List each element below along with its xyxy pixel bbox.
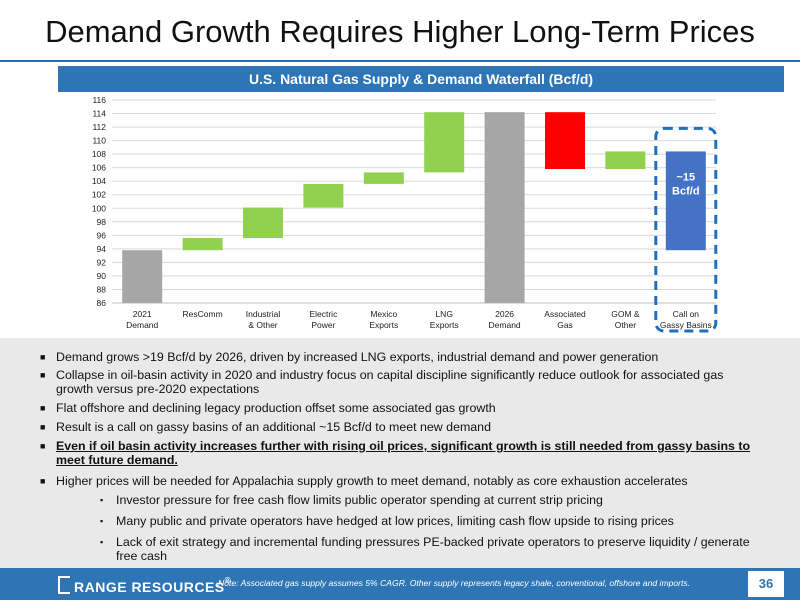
bullet-item: ▪ Many public and private operators have … [100,514,756,528]
bar-3 [303,183,344,208]
bullet-item: ■ Demand grows >19 Bcf/d by 2026, driven … [40,350,756,364]
annotation-text: Bcf/d [672,186,700,198]
y-tick-label: 106 [92,163,106,173]
y-tick-label: 100 [92,203,106,213]
bullet-item: ▪ Investor pressure for free cash flow li… [100,493,756,507]
x-category-label: Electric [309,309,338,319]
x-category-label: Demand [489,320,521,330]
bullet-marker-icon: ■ [40,422,46,432]
y-tick-label: 86 [97,298,107,308]
y-tick-label: 110 [92,136,106,146]
x-category-label: 2021 [133,309,152,319]
bar-2 [243,207,283,239]
x-category-label: Power [311,320,335,330]
x-category-label: Demand [126,320,158,330]
bullet-text: Result is a call on gassy basins of an a… [56,420,491,434]
bullet-item: ■ Collapse in oil-basin activity in 2020 … [40,368,756,396]
registered-mark: ® [224,576,232,585]
bullet-marker-icon: ▪ [100,495,104,505]
y-tick-label: 94 [97,244,107,254]
y-tick-label: 108 [92,149,106,159]
y-axis-ticks: 86 88 90 92 94 96 98 100 102 104 106 108 110 112 114 11… [92,95,106,308]
y-tick-label: 96 [97,230,107,240]
bullet-text: Flat offshore and declining legacy produ… [56,401,496,415]
bullet-text: Higher prices will be needed for Appalac… [56,474,688,488]
y-tick-label: 104 [92,176,106,186]
y-tick-label: 112 [92,122,106,132]
footer-bar: RANGE RESOURCES® Note: Associated gas su… [0,568,800,600]
x-category-label: Other [615,320,636,330]
y-tick-label: 98 [97,217,107,227]
x-category-label: Mexico [370,309,397,319]
bullet-text: Investor pressure for free cash flow lim… [116,493,603,507]
company-logo: RANGE RESOURCES® [58,576,231,595]
x-category-label: Call on [673,309,700,319]
x-category-label: Industrial [246,309,281,319]
x-category-label: Exports [369,320,398,330]
bar-5 [424,112,465,173]
chart-bars [122,112,706,304]
y-tick-label: 102 [92,190,106,200]
bullet-text: Lack of exit strategy and incremental fu… [116,535,750,563]
bullet-item: ■ Even if oil basin activity increases fu… [40,439,756,467]
bar-4 [363,172,404,184]
bar-6 [484,112,525,304]
page-number: 36 [748,571,784,597]
x-category-label: Gas [557,320,573,330]
highlight-dashed-box [654,126,718,333]
y-tick-label: 114 [92,109,106,119]
bullet-marker-icon: ■ [40,403,46,413]
bar-7 [545,112,585,170]
footer-note: Note: Associated gas supply assumes 5% C… [218,578,691,588]
call-on-gassy-basins-annotation: ~15 Bcf/d [654,126,718,333]
chart-title: U.S. Natural Gas Supply & Demand Waterfa… [58,66,784,92]
x-category-label: 2026 [495,309,514,319]
bar-9 [665,151,706,251]
x-category-label: Gassy Basins [660,320,712,330]
logo-r-icon [58,576,70,594]
bullet-marker-icon: ▪ [100,537,104,547]
title-rule [0,60,800,62]
bullet-text: Demand grows >19 Bcf/d by 2026, driven b… [56,350,659,364]
y-tick-label: 90 [97,271,107,281]
x-category-label: ResComm [183,309,223,319]
bullet-text: Many public and private operators have h… [116,514,674,528]
x-category-label: GOM & [611,309,640,319]
bar-0 [122,250,163,303]
x-category-label: & Other [248,320,277,330]
x-category-label: LNG [435,309,452,319]
bullet-item: ■ Result is a call on gassy basins of an … [40,420,756,434]
bullet-marker-icon: ■ [40,441,46,451]
bullet-item: ■ Higher prices will be needed for Appala… [40,474,756,488]
bullet-text: Collapse in oil-basin activity in 2020 a… [56,368,724,396]
logo-text: RANGE RESOURCES [74,579,225,595]
bullet-panel: ■ Demand grows >19 Bcf/d by 2026, driven … [0,338,800,568]
x-category-label: Exports [430,320,459,330]
bullet-text: Even if oil basin activity increases fur… [56,439,751,467]
bullet-item: ■ Flat offshore and declining legacy prod… [40,401,756,415]
y-tick-label: 88 [97,284,107,294]
bullet-item: ▪ Lack of exit strategy and incremental f… [100,535,756,563]
chart-gridlines [112,99,716,304]
annotation-text: ~15 [676,172,695,184]
y-tick-label: 116 [92,95,106,105]
bullet-marker-icon: ■ [40,476,46,486]
bullet-marker-icon: ■ [40,370,46,380]
bullet-marker-icon: ■ [40,352,46,362]
y-tick-label: 92 [97,257,107,267]
waterfall-chart: 86 88 90 92 94 96 98 100 102 104 106 108 110 112 114 11… [92,95,718,333]
bar-1 [182,238,223,251]
bullet-marker-icon: ▪ [100,516,104,526]
bar-8 [605,151,646,170]
x-category-label: Associated [544,309,586,319]
slide-title: Demand Growth Requires Higher Long-Term … [45,14,755,49]
